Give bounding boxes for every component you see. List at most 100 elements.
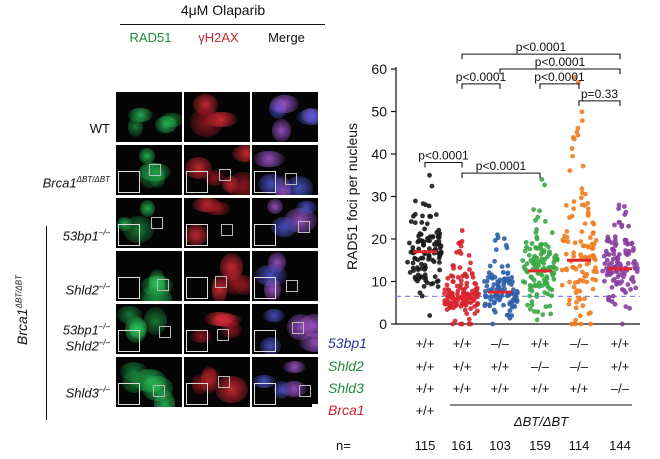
data-point [454, 250, 459, 255]
data-point [602, 278, 607, 284]
data-point [459, 321, 465, 327]
data-point [411, 268, 416, 273]
cell-nucleus [204, 111, 239, 128]
y-tick-label: 30 [371, 189, 387, 205]
significance-bracket [578, 100, 621, 106]
data-point [602, 261, 608, 267]
data-point [537, 283, 542, 289]
data-point [509, 275, 515, 280]
data-point [619, 287, 625, 292]
data-point [593, 238, 599, 243]
data-point [578, 195, 584, 201]
n-label: n= [336, 438, 351, 453]
zoom-inset [118, 330, 140, 352]
genotype-value: +/+ [416, 403, 435, 418]
data-point [553, 253, 559, 258]
data-point [585, 206, 591, 212]
genotype-table: 53bp1 +/+ +/+ –/– +/+ –/– +/+ Shld2 +/+ +/+ +/+ –/–… [328, 335, 632, 453]
data-point [454, 283, 460, 289]
data-point [551, 276, 557, 282]
data-point [490, 321, 496, 327]
data-point [405, 259, 410, 265]
cell-nucleus [140, 200, 156, 218]
data-point [462, 307, 468, 313]
data-point [551, 260, 557, 265]
data-point [625, 241, 631, 247]
data-point [541, 248, 547, 254]
data-point [416, 246, 422, 252]
data-point [571, 250, 576, 256]
genotype-value: +/+ [491, 359, 510, 374]
inset-region-marker [219, 169, 232, 182]
data-point [585, 200, 591, 206]
data-point [547, 303, 553, 309]
data-point [534, 317, 540, 323]
data-point [445, 275, 451, 281]
data-point [460, 301, 466, 307]
treatment-title: 4μM Olaparib [180, 2, 266, 18]
data-point [527, 293, 533, 299]
data-point [419, 261, 424, 267]
data-point [492, 274, 498, 280]
channel-header-merge: Merge [268, 30, 305, 45]
data-point [536, 280, 542, 286]
data-point [580, 163, 586, 169]
cell-nucleus [138, 148, 156, 165]
significance-bracket [499, 68, 621, 74]
data-point [535, 214, 541, 220]
zoom-inset [254, 383, 276, 405]
data-point [430, 234, 436, 239]
data-point [580, 278, 586, 284]
data-point [540, 312, 546, 317]
micrograph-cell [252, 357, 318, 407]
genotype-value: –/– [570, 359, 589, 374]
y-tick-label: 20 [371, 231, 387, 247]
inset-region-marker [152, 385, 165, 398]
data-point [497, 277, 503, 283]
genotype-value: +/+ [531, 336, 550, 351]
data-point [539, 272, 545, 278]
zoom-inset [186, 171, 208, 193]
data-point [434, 279, 440, 284]
data-point [577, 288, 583, 294]
data-point [450, 279, 456, 284]
row-label-53bp1: 53bp1–/– [62, 228, 110, 244]
data-point [444, 282, 450, 288]
cell-nucleus [233, 274, 250, 296]
data-point [590, 276, 596, 282]
micrograph-cell [252, 304, 318, 354]
data-point [514, 289, 520, 294]
zoom-inset [254, 330, 276, 352]
zoom-inset [118, 224, 140, 246]
inset-region-marker [286, 279, 299, 292]
data-point [447, 305, 452, 311]
row-label-53bp1-shld2-line2: Shld2–/– [65, 338, 110, 354]
cell-nucleus [258, 173, 284, 194]
data-point [473, 286, 479, 292]
data-point [428, 281, 434, 287]
data-point [466, 253, 472, 258]
data-point [492, 258, 497, 264]
data-point [573, 317, 578, 323]
data-point [578, 252, 583, 258]
data-point [438, 243, 444, 249]
significance-bracket [539, 83, 580, 89]
data-point [616, 206, 621, 212]
data-point [408, 219, 414, 224]
data-point [566, 301, 572, 307]
cell-nucleus [227, 171, 250, 195]
micrograph-cell [184, 92, 250, 142]
data-point [626, 223, 631, 229]
data-point [539, 177, 545, 182]
data-point [579, 109, 585, 115]
data-point [531, 256, 536, 262]
data-point [591, 221, 597, 227]
data-point [492, 238, 498, 243]
data-point [616, 252, 622, 257]
data-point [584, 279, 590, 285]
p-value-label: p<0.0001 [516, 40, 567, 54]
data-point [442, 301, 448, 307]
data-point [532, 309, 537, 314]
data-point [582, 296, 587, 301]
